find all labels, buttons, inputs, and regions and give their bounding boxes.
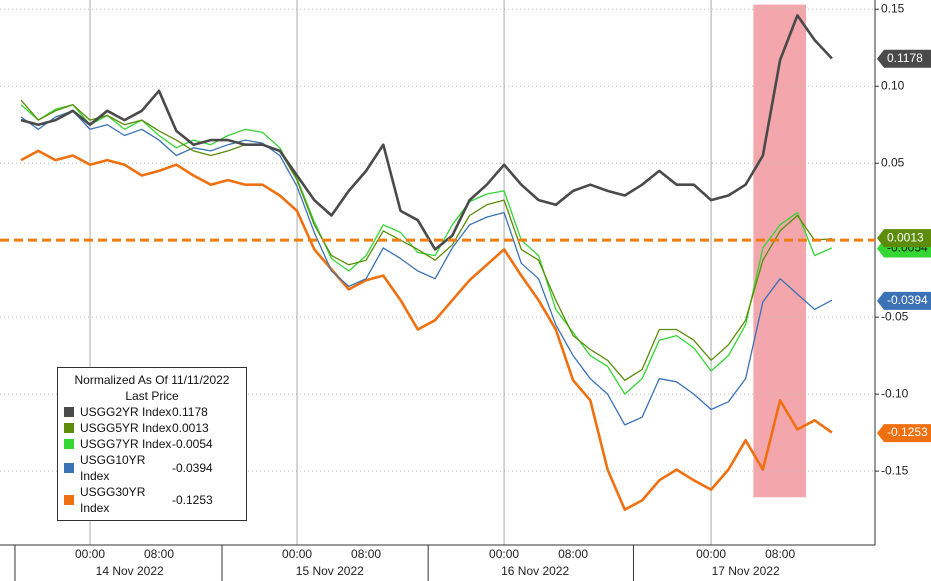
y-tick-label: -0.15 bbox=[881, 463, 909, 477]
series-line bbox=[20, 104, 833, 395]
last-price-tag: 0.0013 bbox=[877, 229, 931, 248]
y-tick-label: 0.10 bbox=[881, 78, 905, 92]
highlight-region bbox=[753, 4, 806, 498]
tag-label: -0.1253 bbox=[887, 425, 928, 439]
last-price-tag: 0.1178 bbox=[877, 49, 931, 68]
legend-title: Normalized As Of 11/11/2022 bbox=[74, 373, 230, 387]
day-label: 17 Nov 2022 bbox=[712, 564, 780, 578]
tag-label: 0.0013 bbox=[887, 230, 924, 244]
legend-subtitle: Last Price bbox=[125, 389, 179, 403]
legend-rows: USGG2YR Index 0.1178 USGG5YR Index 0.0013 US… bbox=[64, 404, 240, 516]
tag-shape bbox=[877, 424, 931, 443]
last-price-tag: -0.0394 bbox=[877, 291, 931, 310]
x-tick-label: 08:00 bbox=[765, 547, 795, 561]
y-tick-label: 0.05 bbox=[881, 155, 905, 169]
tag-shape bbox=[877, 49, 931, 68]
legend-entry: USGG10YR Index -0.0394 bbox=[64, 452, 240, 484]
legend-value: 0.1178 bbox=[172, 405, 208, 419]
series-line bbox=[20, 110, 833, 426]
legend-label: USGG2YR Index bbox=[80, 405, 172, 419]
legend-label: USGG10YR Index bbox=[80, 453, 146, 483]
tag-label: 0.1178 bbox=[887, 51, 923, 65]
y-tick-label: -0.05 bbox=[881, 309, 909, 323]
legend-value: -0.0054 bbox=[172, 437, 213, 451]
series-line bbox=[20, 149, 833, 511]
day-label: 15 Nov 2022 bbox=[296, 564, 364, 578]
legend-swatch bbox=[64, 407, 74, 417]
legend-swatch bbox=[64, 495, 74, 505]
legend-label: USGG7YR Index bbox=[80, 437, 172, 451]
legend-swatch bbox=[64, 439, 74, 449]
x-tick-label: 08:00 bbox=[558, 547, 588, 561]
tag-shape bbox=[877, 229, 931, 248]
day-label: 14 Nov 2022 bbox=[96, 564, 164, 578]
legend-swatch bbox=[64, 423, 74, 433]
legend-label: USGG5YR Index bbox=[80, 421, 172, 435]
x-tick-label: 00:00 bbox=[282, 547, 312, 561]
legend-value: -0.0394 bbox=[172, 461, 213, 475]
x-tick-label: 00:00 bbox=[75, 547, 105, 561]
x-tick-label: 08:00 bbox=[144, 547, 174, 561]
series-line bbox=[20, 99, 832, 381]
legend-swatch bbox=[64, 463, 74, 473]
legend: Normalized As Of 11/11/2022 Last Price U… bbox=[57, 367, 247, 521]
y-tick-label: 0.15 bbox=[881, 1, 905, 15]
tag-label: -0.0394 bbox=[887, 293, 928, 307]
x-tick-label: 00:00 bbox=[489, 547, 519, 561]
legend-label: USGG30YR Index bbox=[80, 485, 146, 515]
legend-value: -0.1253 bbox=[172, 493, 213, 507]
tag-shape bbox=[877, 291, 931, 310]
last-price-tag: -0.1253 bbox=[877, 424, 931, 443]
legend-entry: USGG30YR Index -0.1253 bbox=[64, 484, 240, 516]
x-tick-label: 00:00 bbox=[696, 547, 726, 561]
y-tick-label: -0.10 bbox=[881, 386, 909, 400]
x-tick-label: 08:00 bbox=[351, 547, 381, 561]
series-line bbox=[20, 14, 833, 251]
day-label: 16 Nov 2022 bbox=[501, 564, 569, 578]
legend-entry: USGG5YR Index 0.0013 bbox=[64, 420, 240, 436]
legend-value: 0.0013 bbox=[172, 421, 209, 435]
legend-entry: USGG7YR Index -0.0054 bbox=[64, 436, 240, 452]
legend-entry: USGG2YR Index 0.1178 bbox=[64, 404, 240, 420]
